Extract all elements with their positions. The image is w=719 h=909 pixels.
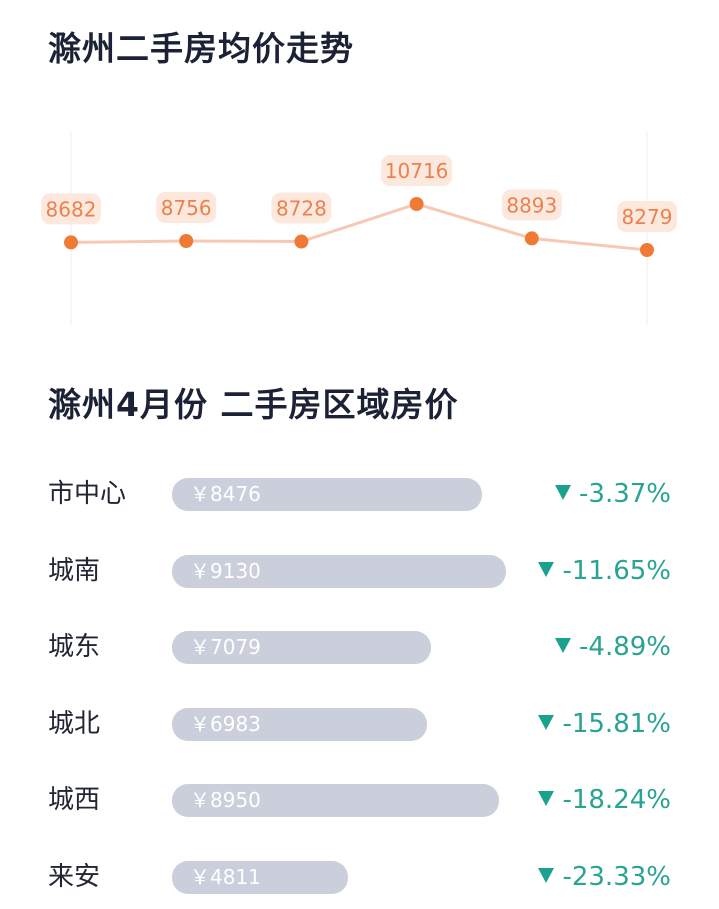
change-indicator: -4.89% <box>555 627 671 667</box>
price-bar: ￥9130 <box>172 554 506 588</box>
triangle-down-icon <box>538 867 555 883</box>
region-name: 来安 <box>48 861 101 892</box>
price-bar: ￥8476 <box>172 478 483 511</box>
price-bar: ￥8950 <box>172 784 500 817</box>
data-label: 8682 <box>46 197 97 221</box>
data-label-bg <box>501 189 562 221</box>
trend-line <box>70 202 648 252</box>
triangle-down-icon <box>538 714 555 730</box>
region-name: 城南 <box>48 555 101 586</box>
data-point <box>409 197 424 211</box>
price-label: ￥8476 <box>190 482 261 506</box>
triangle-down-icon <box>555 485 572 500</box>
data-label: 10716 <box>385 159 449 183</box>
data-label: 8893 <box>506 193 557 217</box>
triangle-down-icon <box>555 638 572 653</box>
change-indicator: -23.33% <box>538 857 671 897</box>
trend-line-chart: 8682 8756 8728 10716 8893 8279 <box>41 132 677 325</box>
change-value: -11.65% <box>562 555 671 586</box>
change-value: -23.33% <box>562 861 671 892</box>
price-label: ￥7079 <box>190 635 261 659</box>
data-label: 8756 <box>161 196 212 220</box>
data-label-bg <box>156 191 217 223</box>
region-row: 城北 ￥6983 -15.81% <box>0 704 719 744</box>
price-label: ￥4811 <box>190 864 261 889</box>
region-title: 滁州4月份 二手房区域房价 <box>48 385 459 424</box>
region-row: 市中心 ￥8476 -3.37% <box>0 474 719 514</box>
price-bar: ￥4811 <box>172 860 348 894</box>
region-name: 市中心 <box>48 479 127 509</box>
data-label-bg <box>617 201 677 232</box>
price-label: ￥6983 <box>190 711 261 736</box>
data-label-bg <box>41 193 101 225</box>
data-label: 8279 <box>622 205 673 229</box>
change-indicator: -11.65% <box>538 551 671 591</box>
data-point <box>524 231 539 246</box>
change-indicator: -3.37% <box>555 474 671 514</box>
change-value: -18.24% <box>562 785 671 815</box>
region-name: 城北 <box>48 708 101 739</box>
data-label-bg <box>271 192 332 224</box>
change-indicator: -15.81% <box>538 704 671 744</box>
price-bar: ￥7079 <box>172 631 431 664</box>
data-label-bg <box>381 155 453 186</box>
data-point <box>640 243 654 257</box>
change-value: -4.89% <box>579 632 671 662</box>
price-bar: ￥6983 <box>172 707 428 741</box>
data-label: 8728 <box>276 197 327 221</box>
triangle-down-icon <box>538 791 555 806</box>
region-row: 城南 ￥9130 -11.65% <box>0 551 719 591</box>
change-value: -15.81% <box>562 708 671 739</box>
data-point <box>179 233 194 248</box>
data-point <box>64 235 78 250</box>
data-point <box>294 234 309 249</box>
triangle-down-icon <box>538 561 555 577</box>
region-name: 城西 <box>48 785 101 815</box>
region-name: 城东 <box>48 632 101 662</box>
price-label: ￥8950 <box>190 788 261 812</box>
change-indicator: -18.24% <box>538 780 671 820</box>
region-row: 城西 ￥8950 -18.24% <box>0 780 719 820</box>
change-value: -3.37% <box>579 479 671 509</box>
region-row: 城东 ￥7079 -4.89% <box>0 627 719 667</box>
trend-title: 滁州二手房均价走势 <box>48 29 354 68</box>
region-row: 来安 ￥4811 -23.33% <box>0 857 719 897</box>
price-label: ￥9130 <box>190 558 261 583</box>
